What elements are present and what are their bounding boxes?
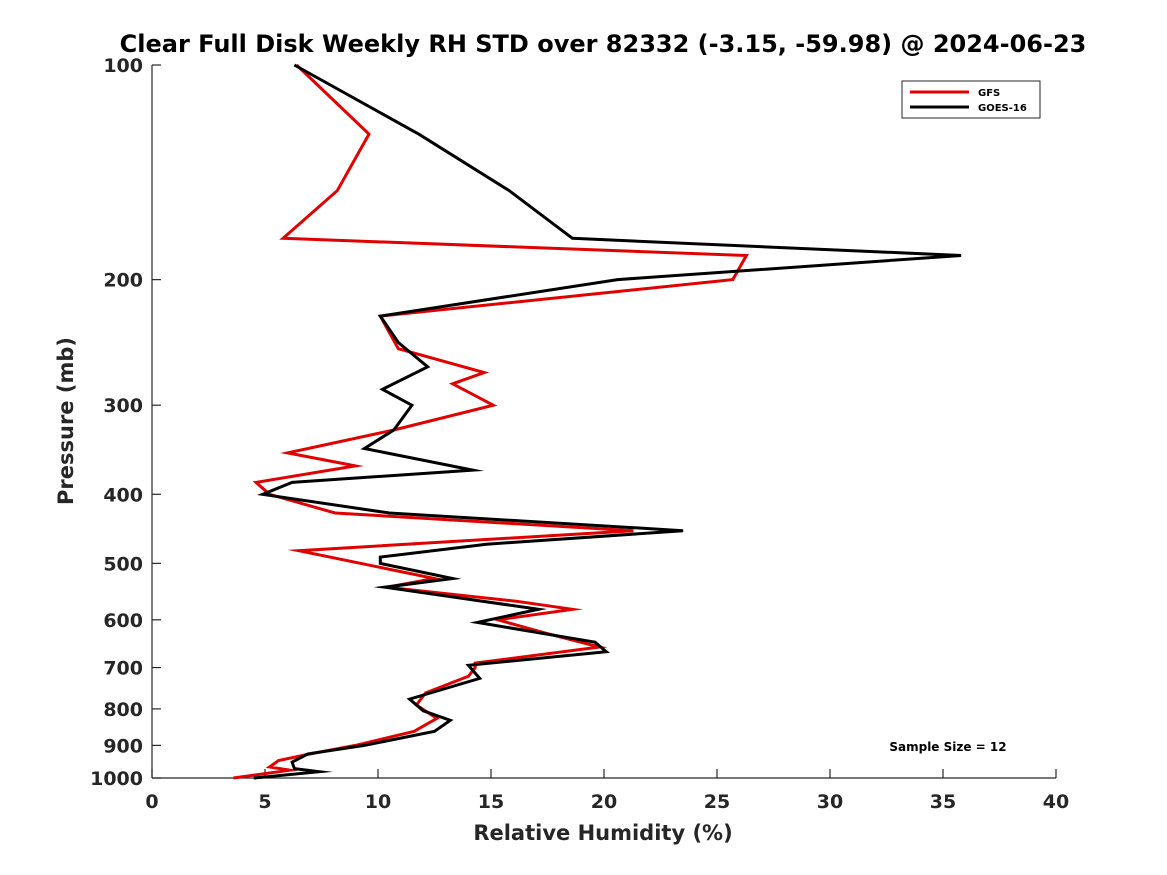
x-tick-label: 25 (704, 791, 730, 813)
x-tick-label: 20 (591, 791, 617, 813)
legend-label-gfs: GFS (978, 88, 1000, 99)
y-tick-label: 400 (103, 484, 143, 506)
y-axis-label: Pressure (mb) (54, 337, 78, 505)
axes: 0 5 10 15 20 25 30 35 40 100 200 300 400 500 600 700 800… (90, 55, 1069, 813)
plot-lines (233, 63, 962, 780)
y-tick-label: 800 (103, 699, 143, 721)
x-axis-label: Relative Humidity (%) (473, 821, 732, 845)
y-tick-label: 600 (103, 610, 143, 632)
x-tick-label: 0 (145, 791, 158, 813)
y-tick-label: 500 (103, 553, 143, 575)
sample-size-annotation: Sample Size = 12 (889, 740, 1006, 754)
legend-box (901, 80, 1041, 119)
y-tick-label: 1000 (90, 768, 143, 790)
series-line-goes-16 (253, 63, 962, 780)
legend: GFS GOES-16 (901, 80, 1041, 119)
y-tick-label: 100 (103, 55, 143, 77)
x-tick-label: 35 (930, 791, 956, 813)
x-tick-label: 40 (1043, 791, 1069, 813)
y-tick-label: 200 (103, 270, 143, 292)
x-tick-label: 15 (478, 791, 504, 813)
legend-label-goes-16: GOES-16 (978, 103, 1027, 114)
x-tick-label: 5 (258, 791, 271, 813)
chart-title: Clear Full Disk Weekly RH STD over 82332… (120, 30, 1087, 58)
y-tick-label: 700 (103, 658, 143, 680)
y-tick-label: 300 (103, 395, 143, 417)
y-tick-label: 900 (103, 735, 143, 757)
x-tick-label: 10 (365, 791, 391, 813)
x-tick-label: 30 (817, 791, 843, 813)
